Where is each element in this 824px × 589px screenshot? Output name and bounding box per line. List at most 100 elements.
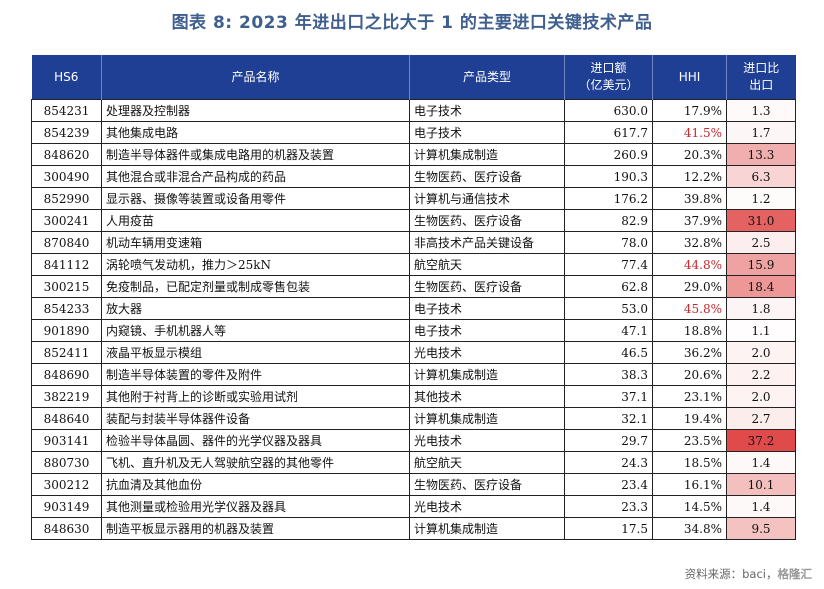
hhi-cell: 41.5% [652,121,727,144]
hs6-code-cell: 300241 [31,209,102,232]
import-amount-cell: 53.0 [564,297,653,320]
product-name-cell: 内窥镜、手机机器人等 [101,319,410,342]
header-product-type: 产品类型 [409,55,565,100]
ratio-cell: 31.0 [726,209,796,232]
header-import-amount: 进口额 （亿美元） [564,55,653,100]
import-amount-cell: 23.4 [564,473,653,496]
hs6-code-cell: 852411 [31,341,102,364]
ratio-cell: 10.1 [726,473,796,496]
product-type-cell: 生物医药、医疗设备 [409,165,565,188]
hhi-cell: 17.9% [652,99,727,122]
header-ratio-line2: 出口 [749,78,774,92]
import-amount-cell: 46.5 [564,341,653,364]
hs6-code-cell: 903141 [31,429,102,452]
product-name-cell: 其他测量或检验用光学仪器及器具 [101,495,410,518]
import-amount-cell: 62.8 [564,275,653,298]
hhi-cell: 29.0% [652,275,727,298]
product-type-cell: 电子技术 [409,319,565,342]
hhi-cell: 39.8% [652,187,727,210]
import-amount-cell: 260.9 [564,143,653,166]
product-name-cell: 检验半导体晶圆、器件的光学仪器及器具 [101,429,410,452]
product-type-cell: 电子技术 [409,297,565,320]
hs6-code-cell: 854239 [31,121,102,144]
import-amount-cell: 47.1 [564,319,653,342]
product-name-cell: 其他混合或非混合产品构成的药品 [101,165,410,188]
import-amount-cell: 32.1 [564,407,653,430]
product-name-cell: 液晶平板显示模组 [101,341,410,364]
hs6-code-cell: 880730 [31,451,102,474]
hs6-code-cell: 854233 [31,297,102,320]
product-name-cell: 制造平板显示器用的机器及装置 [101,517,410,540]
product-name-cell: 显示器、摄像等装置或设备用零件 [101,187,410,210]
hhi-cell: 14.5% [652,495,727,518]
source-text: 资料来源：baci， [684,567,778,581]
table-row: 854231 处理器及控制器 电子技术 630.0 17.9% 1.3 [31,99,796,122]
product-name-cell: 人用疫苗 [101,209,410,232]
import-amount-cell: 617.7 [564,121,653,144]
import-amount-cell: 630.0 [564,99,653,122]
hhi-cell: 18.8% [652,319,727,342]
table-row: 848640 装配与封装半导体器件设备 计算机集成制造 32.1 19.4% 2.7 [31,407,796,430]
product-type-cell: 非高技术产品关键设备 [409,231,565,254]
table-row: 852990 显示器、摄像等装置或设备用零件 计算机与通信技术 176.2 39.8% 1… [31,187,796,210]
header-hs6: HS6 [31,55,102,100]
hhi-cell: 45.8% [652,297,727,320]
product-name-cell: 免疫制品，已配定剂量或制成零售包装 [101,275,410,298]
product-name-cell: 装配与封装半导体器件设备 [101,407,410,430]
header-product-name: 产品名称 [101,55,410,100]
table-row: 841112 涡轮喷气发动机，推力＞25kN 航空航天 77.4 44.8% 15.9 [31,253,796,276]
ratio-cell: 1.8 [726,297,796,320]
table-row: 382219 其他附于衬背上的诊断或实验用试剂 其他技术 37.1 23.1% 2.0 [31,385,796,408]
table-row: 901890 内窥镜、手机机器人等 电子技术 47.1 18.8% 1.1 [31,319,796,342]
table-row: 852411 液晶平板显示模组 光电技术 46.5 36.2% 2.0 [31,341,796,364]
hhi-cell: 23.1% [652,385,727,408]
import-amount-cell: 176.2 [564,187,653,210]
table-row: 854239 其他集成电路 电子技术 617.7 41.5% 1.7 [31,121,796,144]
hs6-code-cell: 903149 [31,495,102,518]
product-type-cell: 光电技术 [409,341,565,364]
ratio-cell: 1.4 [726,495,796,518]
hhi-cell: 18.5% [652,451,727,474]
import-amount-cell: 37.1 [564,385,653,408]
hs6-code-cell: 300490 [31,165,102,188]
ratio-cell: 2.7 [726,407,796,430]
ratio-cell: 2.5 [726,231,796,254]
product-type-cell: 生物医药、医疗设备 [409,209,565,232]
table-row: 903141 检验半导体晶圆、器件的光学仪器及器具 光电技术 29.7 23.5% 37.… [31,429,796,452]
ratio-cell: 2.0 [726,341,796,364]
products-table: HS6 产品名称 产品类型 进口额 （亿美元） HHI 进口比 出口 85423… [31,55,796,540]
hs6-code-cell: 848620 [31,143,102,166]
watermark-logo: 格隆汇 [777,567,813,581]
ratio-cell: 1.4 [726,451,796,474]
import-amount-cell: 23.3 [564,495,653,518]
header-ratio-line1: 进口比 [743,61,780,75]
import-amount-cell: 24.3 [564,451,653,474]
product-name-cell: 放大器 [101,297,410,320]
hs6-code-cell: 300215 [31,275,102,298]
ratio-cell: 15.9 [726,253,796,276]
table-body: 854231 处理器及控制器 电子技术 630.0 17.9% 1.3 854239 其他集成… [31,99,796,540]
product-type-cell: 航空航天 [409,451,565,474]
product-type-cell: 电子技术 [409,121,565,144]
hhi-cell: 37.9% [652,209,727,232]
hs6-code-cell: 854231 [31,99,102,122]
product-name-cell: 其他附于衬背上的诊断或实验用试剂 [101,385,410,408]
table-row: 848690 制造半导体装置的零件及附件 计算机集成制造 38.3 20.6% 2.2 [31,363,796,386]
product-type-cell: 生物医药、医疗设备 [409,473,565,496]
table-row: 880730 飞机、直升机及无人驾驶航空器的其他零件 航空航天 24.3 18.5% 1.… [31,451,796,474]
product-name-cell: 处理器及控制器 [101,99,410,122]
product-name-cell: 机动车辆用变速箱 [101,231,410,254]
product-type-cell: 生物医药、医疗设备 [409,275,565,298]
hhi-cell: 20.6% [652,363,727,386]
hs6-code-cell: 848690 [31,363,102,386]
ratio-cell: 1.2 [726,187,796,210]
hs6-code-cell: 870840 [31,231,102,254]
hhi-cell: 19.4% [652,407,727,430]
hs6-code-cell: 300212 [31,473,102,496]
product-type-cell: 航空航天 [409,253,565,276]
ratio-cell: 9.5 [726,517,796,540]
hs6-code-cell: 848630 [31,517,102,540]
product-name-cell: 涡轮喷气发动机，推力＞25kN [101,253,410,276]
page-title: 图表 8: 2023 年进出口之比大于 1 的主要进口关键技术产品 [171,13,653,33]
hs6-code-cell: 901890 [31,319,102,342]
